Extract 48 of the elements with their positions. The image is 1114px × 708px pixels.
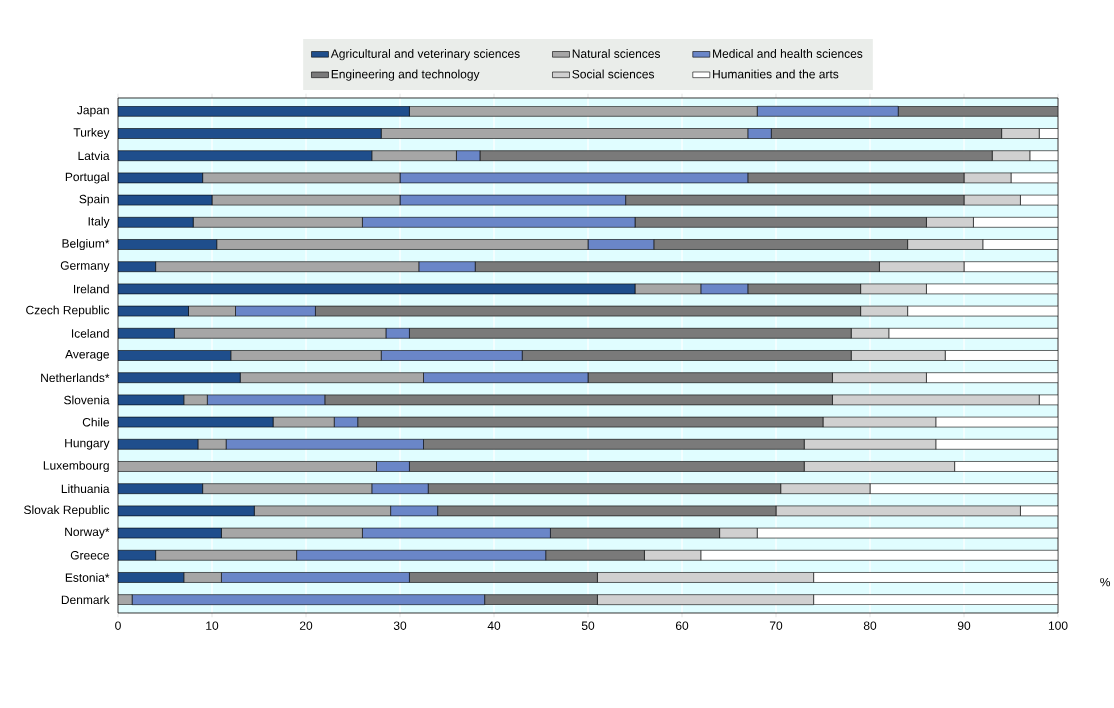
y-tick-label: Ireland <box>73 284 109 294</box>
x-tick-label: 40 <box>487 621 501 630</box>
y-tick-label: Norway* <box>65 527 110 539</box>
y-tick-label: Average <box>65 350 110 361</box>
y-tick-label: Germany <box>60 261 110 273</box>
y-tick-label: Italy <box>88 216 110 228</box>
x-tick-label: 30 <box>393 621 407 630</box>
y-tick-label: Iceland <box>71 328 109 338</box>
x-tick-label: 80 <box>863 621 877 630</box>
y-tick-label: Turkey <box>73 127 110 140</box>
y-tick-label: Belgium* <box>62 238 110 251</box>
y-tick-label: Hungary <box>65 438 110 450</box>
y-tick-label: Chile <box>82 417 110 427</box>
legend-label: Humanities and the arts <box>713 69 839 79</box>
x-tick-label: 100 <box>1048 621 1068 630</box>
y-tick-label: Latvia <box>78 151 110 161</box>
x-tick-label: 10 <box>206 621 219 630</box>
y-tick-label: Japan <box>77 105 109 117</box>
y-tick-label: Spain <box>79 194 109 206</box>
y-tick-label: Lithuania <box>61 484 110 494</box>
y-tick-label: Slovak Republic <box>24 505 110 517</box>
y-tick-label: Netherlands* <box>41 373 110 383</box>
bar <box>216 239 589 250</box>
y-tick-label: Greece <box>70 551 110 560</box>
y-tick-label: Estonia* <box>65 573 110 582</box>
x-tick-label: 90 <box>957 621 971 630</box>
y-tick-label: Slovenia <box>64 395 110 405</box>
y-tick-label: Denmark <box>61 595 110 605</box>
x-axis-title: % <box>1100 577 1111 587</box>
legend-label: Social sciences <box>572 69 655 79</box>
x-tick-label: 0 <box>115 621 121 630</box>
legend-label: Agricultural and veterinary sciences <box>330 49 520 61</box>
legend-label: Natural sciences <box>572 49 661 58</box>
x-tick-label: 20 <box>299 621 313 630</box>
legend-label: Medical and health sciences <box>713 49 863 58</box>
legend-label: Engineering and technology <box>331 69 480 81</box>
y-tick-label: Czech Republic <box>26 305 110 317</box>
bar <box>230 350 382 361</box>
y-tick-label: Luxembourg <box>43 460 109 473</box>
bar <box>409 106 758 117</box>
y-tick-label: Portugal <box>65 172 109 184</box>
x-tick-label: 60 <box>675 621 689 630</box>
bar <box>118 106 410 117</box>
bar <box>118 128 382 139</box>
x-tick-label: 50 <box>581 621 595 630</box>
x-tick-label: 70 <box>769 621 783 630</box>
bar <box>155 261 420 272</box>
bar <box>380 128 749 139</box>
